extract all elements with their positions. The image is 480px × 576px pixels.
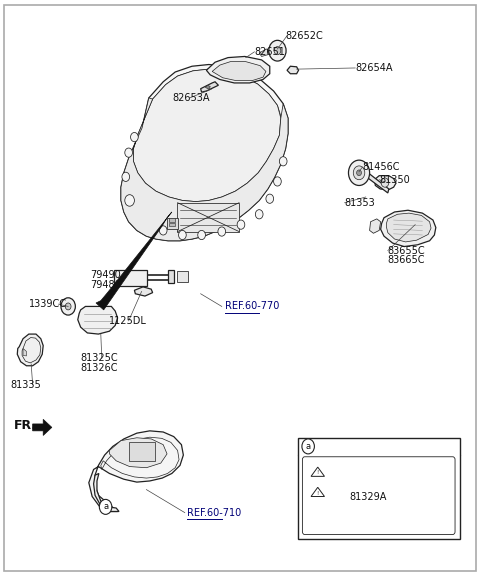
Circle shape [269, 40, 286, 61]
Circle shape [255, 210, 263, 219]
FancyBboxPatch shape [129, 442, 155, 461]
Text: 83655C: 83655C [388, 245, 425, 256]
Circle shape [198, 230, 205, 240]
Circle shape [61, 298, 75, 315]
Text: 1125DL: 1125DL [109, 316, 147, 326]
Polygon shape [259, 49, 269, 56]
Text: !: ! [317, 491, 319, 495]
Polygon shape [17, 334, 43, 366]
Circle shape [266, 194, 274, 203]
Text: 81329A: 81329A [349, 491, 387, 502]
Polygon shape [212, 62, 266, 81]
Text: 81325C: 81325C [81, 353, 118, 363]
FancyBboxPatch shape [177, 271, 188, 282]
Polygon shape [201, 82, 218, 92]
Circle shape [237, 220, 245, 229]
Text: 83665C: 83665C [388, 255, 425, 266]
Text: 81456C: 81456C [362, 162, 400, 172]
Polygon shape [94, 473, 119, 511]
Text: REF.60-770: REF.60-770 [225, 301, 279, 312]
Text: FR.: FR. [13, 419, 36, 431]
Circle shape [131, 132, 138, 142]
Polygon shape [381, 210, 436, 247]
FancyBboxPatch shape [302, 457, 455, 535]
Text: 1339CC: 1339CC [29, 299, 67, 309]
Circle shape [218, 227, 226, 236]
Polygon shape [89, 431, 183, 511]
Polygon shape [370, 219, 381, 233]
Circle shape [274, 47, 281, 55]
FancyBboxPatch shape [168, 270, 174, 283]
Text: a: a [103, 502, 108, 511]
Text: !: ! [317, 471, 319, 475]
Circle shape [159, 226, 167, 235]
Text: 82653A: 82653A [173, 93, 210, 103]
Circle shape [274, 177, 281, 186]
Circle shape [122, 172, 130, 181]
Polygon shape [134, 287, 153, 296]
Text: 81353: 81353 [345, 198, 375, 208]
Polygon shape [109, 438, 167, 468]
Text: 82652C: 82652C [286, 31, 324, 41]
Polygon shape [365, 174, 389, 193]
Circle shape [125, 148, 132, 157]
Text: 81335: 81335 [11, 380, 41, 390]
Circle shape [179, 230, 186, 240]
Text: a: a [306, 442, 311, 451]
Polygon shape [386, 213, 431, 242]
Polygon shape [167, 218, 178, 229]
FancyBboxPatch shape [169, 218, 175, 222]
Text: 79490: 79490 [90, 270, 121, 281]
Circle shape [357, 170, 361, 176]
Polygon shape [121, 98, 288, 241]
FancyBboxPatch shape [298, 438, 460, 539]
Circle shape [125, 195, 134, 206]
FancyBboxPatch shape [169, 223, 175, 226]
Circle shape [302, 439, 314, 454]
Text: 79480: 79480 [90, 280, 121, 290]
Polygon shape [96, 212, 172, 310]
Text: 82651: 82651 [254, 47, 285, 57]
Circle shape [99, 499, 112, 514]
FancyBboxPatch shape [114, 270, 147, 286]
Circle shape [381, 178, 389, 187]
Polygon shape [206, 56, 270, 83]
Polygon shape [23, 348, 26, 356]
Text: REF.60-710: REF.60-710 [187, 507, 241, 518]
Polygon shape [177, 203, 239, 232]
Polygon shape [374, 176, 396, 190]
Polygon shape [287, 66, 299, 74]
Text: 82654A: 82654A [355, 63, 393, 73]
Polygon shape [33, 419, 52, 435]
Polygon shape [121, 65, 288, 241]
Circle shape [65, 303, 71, 310]
Circle shape [353, 166, 365, 180]
Text: 81326C: 81326C [81, 363, 118, 373]
Polygon shape [205, 85, 210, 89]
Circle shape [348, 160, 370, 185]
Circle shape [279, 157, 287, 166]
Polygon shape [133, 69, 281, 202]
Text: 81350: 81350 [379, 175, 410, 185]
Polygon shape [78, 306, 118, 334]
